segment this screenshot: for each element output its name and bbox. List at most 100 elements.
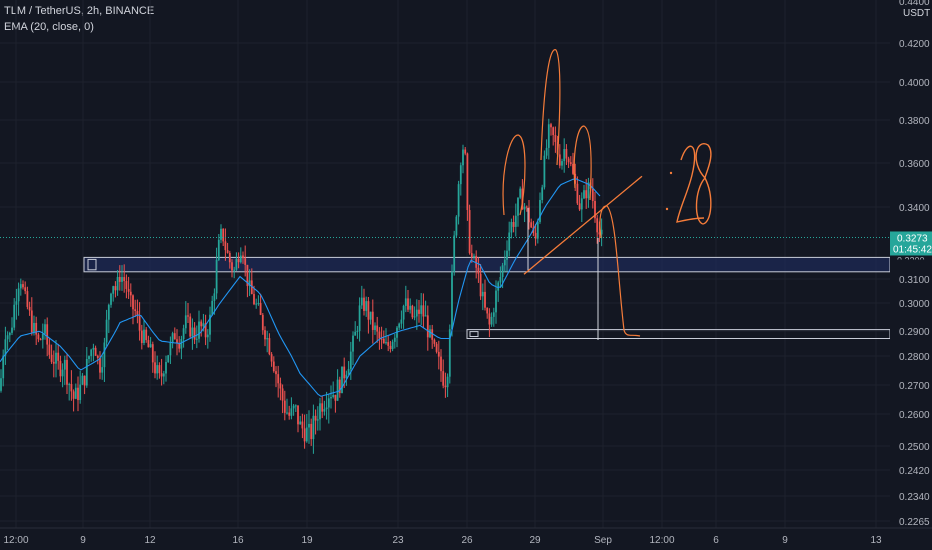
- candle-body[interactable]: [17, 288, 20, 302]
- candle-body[interactable]: [462, 149, 464, 166]
- candle-body[interactable]: [169, 342, 172, 356]
- candle-body[interactable]: [393, 337, 396, 342]
- candle-body[interactable]: [145, 329, 148, 341]
- candle-body[interactable]: [66, 359, 68, 385]
- candle-body[interactable]: [129, 291, 132, 296]
- candle-body[interactable]: [418, 309, 420, 314]
- candle-body[interactable]: [360, 297, 363, 306]
- candle-body[interactable]: [341, 366, 343, 394]
- candle-body[interactable]: [506, 250, 508, 260]
- candle-body[interactable]: [244, 258, 247, 265]
- candle-body[interactable]: [217, 239, 220, 260]
- candle-body[interactable]: [189, 316, 192, 337]
- candle-body[interactable]: [420, 305, 423, 314]
- candle-body[interactable]: [572, 163, 574, 174]
- candle-body[interactable]: [433, 339, 436, 344]
- candle-body[interactable]: [512, 221, 515, 227]
- candle-body[interactable]: [369, 311, 372, 320]
- candle-body[interactable]: [398, 323, 401, 328]
- candle-body[interactable]: [338, 379, 341, 394]
- candle-body[interactable]: [508, 232, 511, 251]
- candle-body[interactable]: [400, 319, 403, 324]
- candle-body[interactable]: [484, 291, 486, 308]
- candle-body[interactable]: [547, 124, 550, 148]
- candle-body[interactable]: [101, 367, 104, 373]
- candle-body[interactable]: [167, 355, 170, 363]
- candle-body[interactable]: [224, 241, 227, 251]
- candle-body[interactable]: [413, 316, 416, 318]
- candle-body[interactable]: [365, 301, 368, 311]
- candle-body[interactable]: [226, 250, 229, 253]
- candle-body[interactable]: [37, 334, 40, 340]
- candle-body[interactable]: [356, 330, 359, 332]
- candle-body[interactable]: [272, 361, 275, 372]
- candle-body[interactable]: [59, 360, 62, 377]
- candle-body[interactable]: [55, 352, 57, 364]
- candle-body[interactable]: [162, 373, 165, 377]
- candle-body[interactable]: [492, 312, 495, 317]
- candle-body[interactable]: [90, 349, 93, 357]
- candle-body[interactable]: [103, 342, 106, 368]
- candle-body[interactable]: [112, 286, 115, 294]
- candle-body[interactable]: [497, 282, 500, 291]
- candle-body[interactable]: [154, 362, 156, 374]
- candle-body[interactable]: [79, 384, 82, 401]
- candle-body[interactable]: [270, 354, 273, 362]
- candle-body[interactable]: [61, 369, 64, 377]
- candle-body[interactable]: [409, 305, 412, 310]
- candle-body[interactable]: [514, 215, 517, 227]
- candle-body[interactable]: [46, 324, 49, 345]
- candle-body[interactable]: [209, 314, 211, 335]
- candle-body[interactable]: [286, 412, 288, 414]
- candle-body[interactable]: [495, 290, 497, 313]
- candle-body[interactable]: [446, 376, 449, 388]
- candle-body[interactable]: [371, 311, 374, 330]
- candle-body[interactable]: [426, 315, 429, 338]
- candle-body[interactable]: [228, 252, 231, 263]
- candle-body[interactable]: [336, 379, 339, 401]
- candle-body[interactable]: [70, 384, 73, 392]
- candle-body[interactable]: [501, 265, 504, 277]
- candle-body[interactable]: [255, 303, 258, 305]
- candle-body[interactable]: [389, 345, 392, 350]
- candle-body[interactable]: [237, 258, 240, 263]
- candle-body[interactable]: [8, 332, 11, 336]
- candle-body[interactable]: [290, 408, 293, 416]
- candle-body[interactable]: [334, 394, 337, 401]
- resistance-zone[interactable]: [83, 256, 891, 273]
- candle-body[interactable]: [453, 235, 456, 272]
- symbol-title[interactable]: TLM / TetherUS, 2h, BINANCE: [4, 5, 155, 17]
- candle-body[interactable]: [118, 276, 121, 282]
- right-shoulder-curve[interactable]: [573, 125, 592, 201]
- candle-body[interactable]: [519, 188, 522, 198]
- candle-body[interactable]: [248, 280, 251, 287]
- candle-body[interactable]: [200, 321, 203, 327]
- candle-body[interactable]: [57, 352, 60, 361]
- candle-body[interactable]: [583, 190, 585, 199]
- candle-body[interactable]: [184, 315, 187, 329]
- candle-body[interactable]: [182, 328, 185, 340]
- candle-body[interactable]: [171, 333, 174, 343]
- candle-body[interactable]: [235, 258, 238, 270]
- candle-body[interactable]: [297, 405, 299, 425]
- candle-body[interactable]: [261, 314, 264, 331]
- candle-body[interactable]: [204, 323, 207, 338]
- candle-body[interactable]: [321, 403, 324, 412]
- candle-body[interactable]: [195, 338, 198, 340]
- candle-body[interactable]: [424, 315, 427, 317]
- candle-body[interactable]: [44, 324, 46, 334]
- candle-body[interactable]: [312, 415, 315, 440]
- resistance-zone-handle[interactable]: [87, 258, 97, 271]
- candle-body[interactable]: [343, 366, 346, 379]
- candle-body[interactable]: [85, 359, 88, 386]
- candle-body[interactable]: [391, 341, 394, 350]
- candle-body[interactable]: [160, 373, 163, 377]
- candle-body[interactable]: [266, 338, 269, 340]
- candle-body[interactable]: [444, 385, 447, 388]
- candle-body[interactable]: [215, 259, 218, 294]
- candle-body[interactable]: [477, 267, 480, 274]
- candle-body[interactable]: [233, 269, 236, 271]
- candle-body[interactable]: [464, 149, 467, 154]
- candle-body[interactable]: [96, 355, 99, 358]
- candle-body[interactable]: [303, 428, 306, 442]
